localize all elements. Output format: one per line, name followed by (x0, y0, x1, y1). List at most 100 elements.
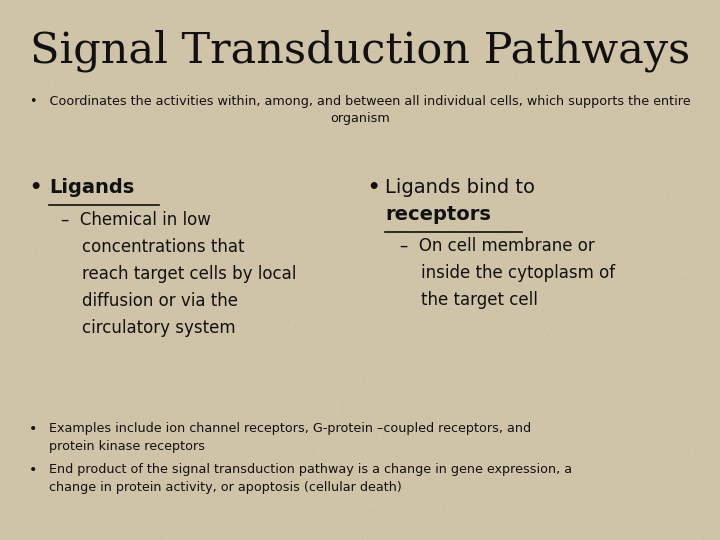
Point (153, 102, 165, 111)
Point (496, 263, 508, 272)
Point (287, 285, 299, 294)
Point (414, 508, 426, 516)
Point (557, 299, 569, 308)
Point (27, 234, 38, 243)
Point (247, 427, 258, 436)
Point (458, 197, 469, 205)
Point (610, 289, 621, 298)
Point (644, 275, 655, 284)
Point (147, 278, 158, 287)
Point (201, 459, 212, 468)
Point (182, 19, 194, 28)
Point (482, 312, 494, 321)
Point (114, 459, 126, 468)
Point (422, 384, 433, 393)
Point (363, 321, 374, 329)
Point (641, 69, 652, 78)
Text: •   Coordinates the activities within, among, and between all individual cells, : • Coordinates the activities within, amo… (30, 94, 690, 107)
Point (406, 229, 418, 238)
Point (412, 157, 423, 165)
Point (264, 367, 276, 376)
Point (41, 406, 53, 414)
Point (393, 411, 405, 420)
Point (605, 470, 616, 479)
Point (610, 64, 621, 72)
Point (122, 245, 133, 253)
Point (229, 423, 240, 432)
Point (166, 280, 177, 288)
Point (55, 19, 67, 28)
Point (282, 515, 294, 524)
Point (711, 222, 720, 231)
Point (303, 112, 315, 121)
Point (424, 225, 436, 233)
Point (0, 267, 6, 276)
Point (380, 508, 392, 517)
Point (648, 231, 660, 239)
Point (62, 445, 73, 454)
Point (119, 487, 130, 495)
Point (289, 323, 300, 332)
Text: Ligands bind to: Ligands bind to (385, 178, 535, 197)
Point (532, 251, 544, 260)
Point (487, 484, 499, 493)
Point (459, 333, 470, 342)
Point (110, 440, 122, 449)
Point (177, 228, 189, 237)
Point (100, 135, 112, 144)
Point (311, 462, 323, 470)
Point (53, 403, 65, 412)
Point (220, 265, 231, 274)
Point (171, 176, 183, 185)
Point (410, 389, 422, 397)
Point (207, 408, 218, 417)
Point (644, 14, 656, 22)
Point (676, 206, 688, 215)
Point (522, 280, 534, 289)
Point (394, 515, 405, 524)
Point (630, 29, 642, 37)
Point (629, 227, 641, 235)
Point (114, 120, 125, 129)
Point (572, 80, 584, 89)
Point (325, 361, 337, 369)
Point (382, 326, 393, 335)
Point (444, 37, 456, 46)
Point (300, 420, 311, 429)
Point (127, 315, 138, 324)
Point (469, 142, 480, 151)
Point (596, 25, 608, 34)
Point (541, 144, 553, 153)
Point (276, 316, 288, 325)
Point (503, 73, 515, 82)
Point (235, 251, 247, 259)
Point (22, 411, 34, 420)
Point (348, 43, 360, 52)
Point (567, 483, 578, 491)
Point (296, 54, 307, 63)
Point (650, 106, 662, 115)
Point (495, 475, 506, 483)
Point (95, 423, 107, 432)
Point (328, 187, 339, 196)
Point (276, 204, 288, 213)
Point (573, 434, 585, 442)
Point (508, 496, 520, 504)
Point (212, 146, 223, 154)
Point (533, 432, 544, 441)
Point (525, 365, 536, 374)
Point (208, 24, 220, 33)
Point (263, 68, 274, 77)
Point (0, 173, 9, 182)
Point (238, 425, 250, 434)
Point (269, 428, 281, 437)
Point (154, 258, 166, 266)
Point (425, 476, 436, 485)
Point (585, 80, 596, 89)
Point (266, 169, 277, 178)
Point (600, 188, 612, 197)
Point (418, 135, 430, 144)
Point (564, 432, 576, 441)
Point (73, 532, 85, 540)
Point (552, 397, 563, 406)
